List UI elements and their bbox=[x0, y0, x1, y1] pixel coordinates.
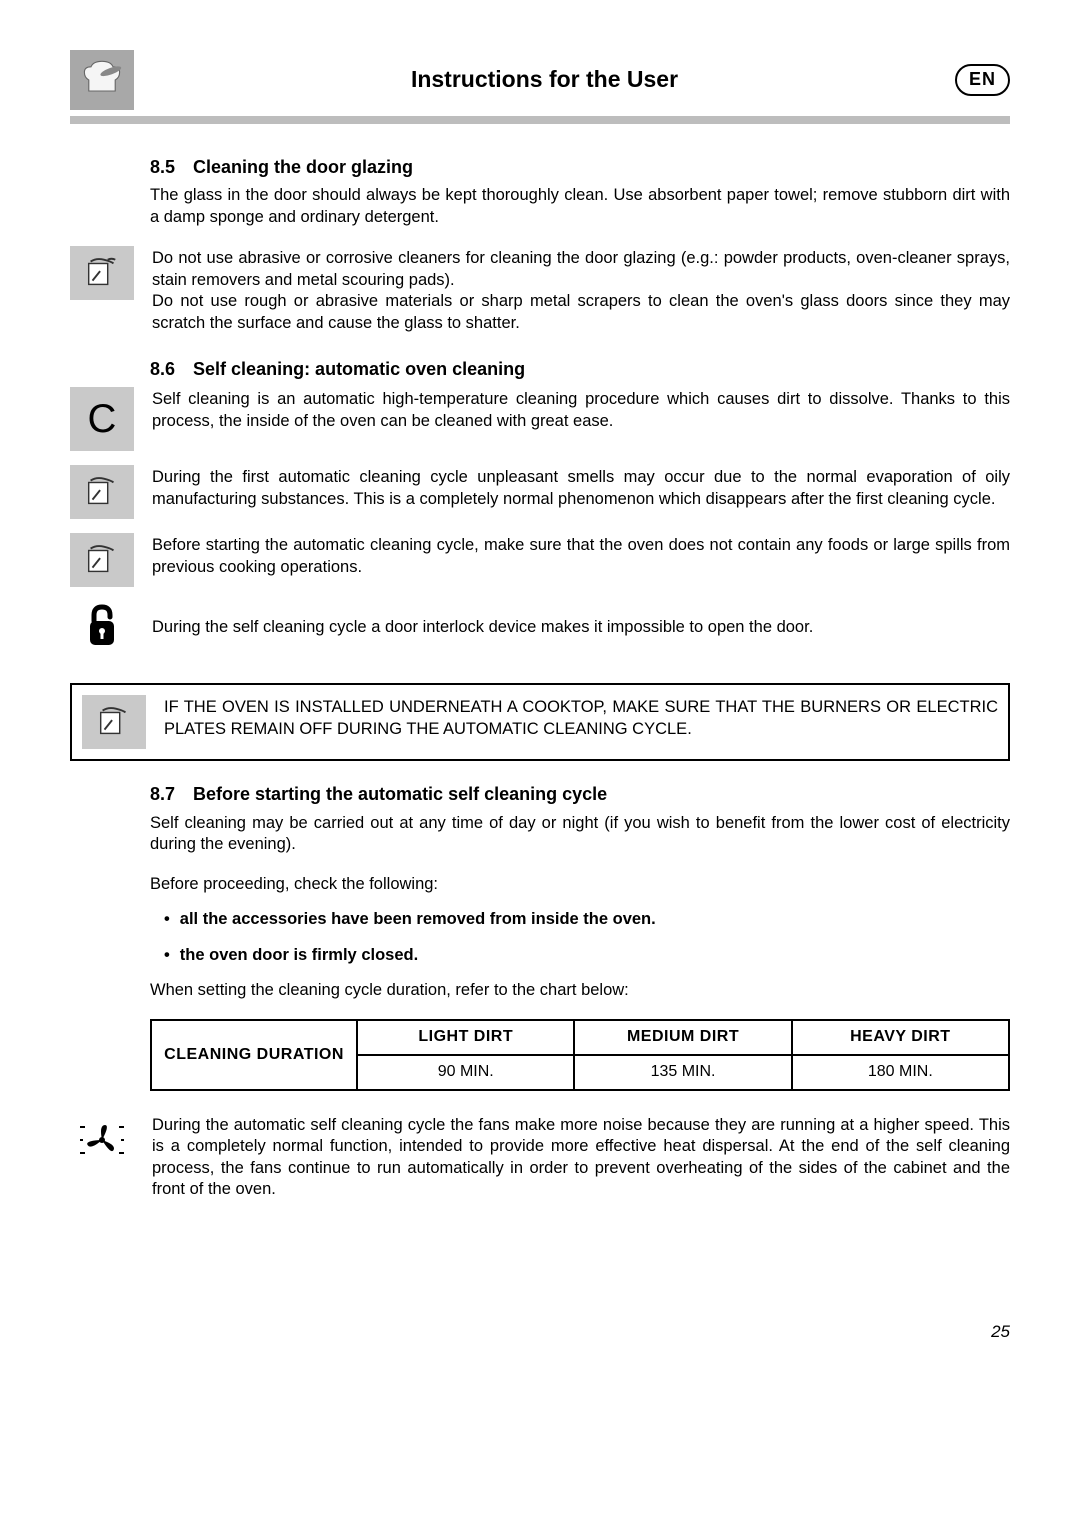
note-icon bbox=[70, 465, 134, 519]
section-number: 8.6 bbox=[150, 359, 175, 379]
lock-note-block: During the self cleaning cycle a door in… bbox=[70, 601, 1010, 655]
page-number: 25 bbox=[70, 1321, 1010, 1343]
warning-box: IF THE OVEN IS INSTALLED UNDERNEATH A CO… bbox=[70, 683, 1010, 761]
body-text: Before proceeding, check the following: bbox=[150, 874, 1010, 895]
note-text: During the first automatic cleaning cycl… bbox=[152, 465, 1010, 510]
fan-icon bbox=[70, 1113, 134, 1167]
c-symbol-block: C Self cleaning is an automatic high-tem… bbox=[70, 387, 1010, 451]
warning-text: IF THE OVEN IS INSTALLED UNDERNEATH A CO… bbox=[164, 695, 998, 740]
fan-note-block: During the automatic self cleaning cycle… bbox=[70, 1113, 1010, 1201]
section-heading-8-5: 8.5 Cleaning the door glazing bbox=[150, 156, 1010, 179]
header-divider bbox=[70, 116, 1010, 124]
table-column-header: HEAVY DIRT bbox=[792, 1020, 1009, 1055]
note-block: Before starting the automatic cleaning c… bbox=[70, 533, 1010, 587]
bullet-list: all the accessories have been removed fr… bbox=[150, 909, 1010, 966]
body-text: The glass in the door should always be k… bbox=[150, 185, 1010, 228]
section-heading-8-7: 8.7 Before starting the automatic self cl… bbox=[150, 783, 1010, 806]
table-cell: 180 MIN. bbox=[792, 1055, 1009, 1090]
note-text: Do not use abrasive or corrosive cleaner… bbox=[152, 246, 1010, 334]
bullet-item: the oven door is firmly closed. bbox=[150, 945, 1010, 966]
section-title: Before starting the automatic self clean… bbox=[193, 784, 607, 804]
table-row: CLEANING DURATION LIGHT DIRT MEDIUM DIRT… bbox=[151, 1020, 1009, 1055]
section-number: 8.5 bbox=[150, 157, 175, 177]
language-badge: EN bbox=[955, 64, 1010, 95]
section-title: Cleaning the door glazing bbox=[193, 157, 413, 177]
body-text: Self cleaning may be carried out at any … bbox=[150, 813, 1010, 856]
note-text: Before starting the automatic cleaning c… bbox=[152, 533, 1010, 578]
note-icon bbox=[70, 533, 134, 587]
section-title: Self cleaning: automatic oven cleaning bbox=[193, 359, 525, 379]
page-title: Instructions for the User bbox=[134, 65, 955, 95]
note-block: During the first automatic cleaning cycl… bbox=[70, 465, 1010, 519]
table-column-header: MEDIUM DIRT bbox=[574, 1020, 791, 1055]
cleaning-duration-table: CLEANING DURATION LIGHT DIRT MEDIUM DIRT… bbox=[150, 1019, 1010, 1091]
note-icon bbox=[70, 246, 134, 300]
note-block: Do not use abrasive or corrosive cleaner… bbox=[70, 246, 1010, 334]
table-cell: 90 MIN. bbox=[357, 1055, 574, 1090]
bullet-item: all the accessories have been removed fr… bbox=[150, 909, 1010, 930]
note-text: During the automatic self cleaning cycle… bbox=[152, 1113, 1010, 1201]
table-column-header: LIGHT DIRT bbox=[357, 1020, 574, 1055]
page-header: Instructions for the User EN bbox=[70, 50, 1010, 110]
body-text: When setting the cleaning cycle duration… bbox=[150, 980, 1010, 1001]
chef-hat-icon bbox=[70, 50, 134, 110]
table-row-header: CLEANING DURATION bbox=[151, 1020, 357, 1090]
note-text: During the self cleaning cycle a door in… bbox=[152, 601, 1010, 638]
page-content: 8.5 Cleaning the door glazing The glass i… bbox=[70, 156, 1010, 1201]
celsius-c-icon: C bbox=[70, 387, 134, 451]
table-cell: 135 MIN. bbox=[574, 1055, 791, 1090]
lock-icon bbox=[70, 601, 134, 655]
section-number: 8.7 bbox=[150, 784, 175, 804]
note-text: Self cleaning is an automatic high-tempe… bbox=[152, 387, 1010, 432]
note-icon bbox=[82, 695, 146, 749]
section-heading-8-6: 8.6 Self cleaning: automatic oven cleanin… bbox=[150, 358, 1010, 381]
